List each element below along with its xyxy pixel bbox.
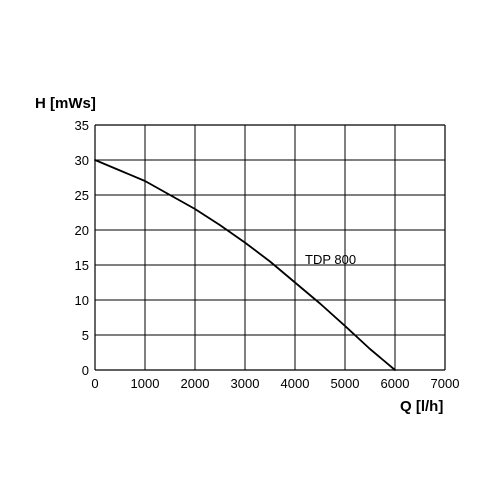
y-tick-label: 5 [82,328,89,343]
y-tick-label: 10 [75,293,89,308]
x-tick-label: 6000 [381,376,410,391]
pump-curve-chart: H [mWs] Q [l/h] TDP 800 0 5 10 15 20 25 30 35 0 1… [0,0,500,500]
y-tick-label: 20 [75,223,89,238]
y-tick-label: 15 [75,258,89,273]
x-tick-label: 0 [91,376,98,391]
y-tick-label: 35 [75,118,89,133]
x-tick-label: 3000 [231,376,260,391]
y-tick-label: 25 [75,188,89,203]
series-label: TDP 800 [305,252,356,267]
y-tick-label: 30 [75,153,89,168]
chart-svg [0,0,500,500]
y-axis-title: H [mWs] [35,95,96,112]
x-tick-label: 1000 [131,376,160,391]
x-tick-label: 2000 [181,376,210,391]
y-tick-label: 0 [82,363,89,378]
x-tick-label: 5000 [331,376,360,391]
x-axis-title: Q [l/h] [400,398,443,415]
x-tick-label: 4000 [281,376,310,391]
x-tick-label: 7000 [431,376,460,391]
